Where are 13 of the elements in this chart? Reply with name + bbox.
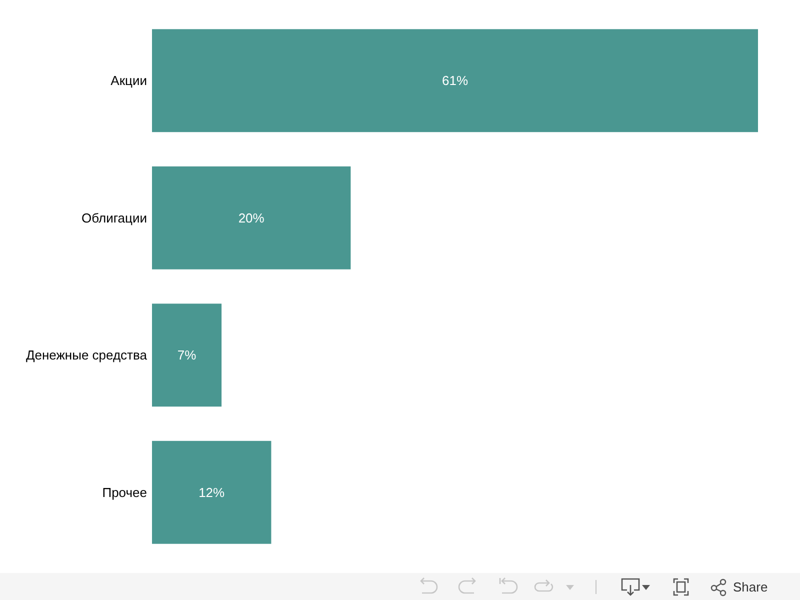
y-tick-label: Акции xyxy=(110,73,147,88)
bar xyxy=(152,29,758,132)
data-label: 7% xyxy=(177,348,197,363)
bar xyxy=(152,304,222,407)
y-tick-label: Денежные средства xyxy=(26,348,148,363)
y-tick-label: Прочее xyxy=(102,484,147,500)
data-label: 12% xyxy=(198,484,226,500)
y-tick-label: Облигации xyxy=(82,210,147,226)
data-label: 20% xyxy=(238,210,265,226)
bar xyxy=(152,166,351,270)
data-label: 61% xyxy=(442,73,468,88)
bar xyxy=(152,440,272,544)
text: Share xyxy=(733,580,768,595)
